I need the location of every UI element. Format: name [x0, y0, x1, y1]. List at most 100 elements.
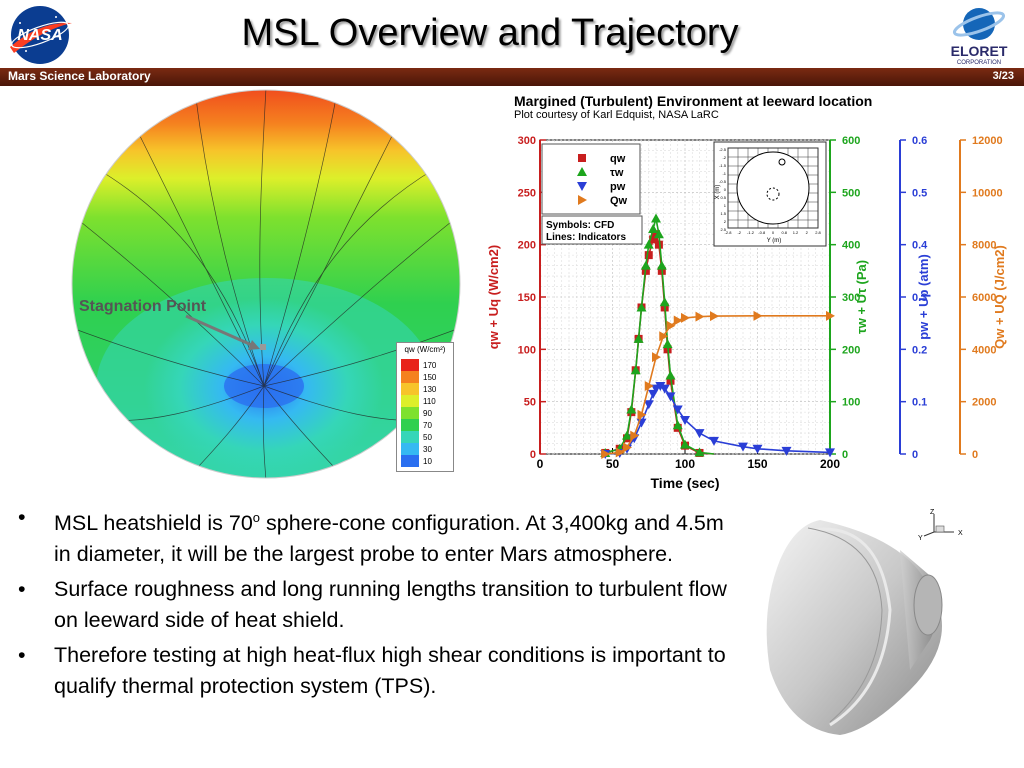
series-point	[709, 436, 719, 446]
inset-axes	[727, 147, 819, 229]
x-tick-label: 0	[537, 457, 544, 471]
bullet-item: Surface roughness and long running lengt…	[18, 574, 734, 636]
inset-y-tick: -2	[722, 155, 726, 160]
series-point	[577, 182, 587, 191]
heatflux-legend-swatch	[401, 431, 419, 443]
heatflux-legend-row: 70	[401, 419, 436, 431]
series-point	[666, 320, 676, 331]
y-tick-label: 300	[842, 292, 860, 304]
series-point	[577, 167, 587, 176]
inset-y-tick: 0.5	[720, 195, 726, 200]
heatflux-legend-row: 170	[401, 359, 436, 371]
heatflux-legend-swatch	[401, 395, 419, 407]
inset-plot: Y (m) X (m) -2.8 -2 -1.2 -0.8 0 0.8 1.2 2 2.8 -2.5 -…	[713, 141, 827, 247]
heatflux-legend-swatch	[401, 443, 419, 455]
eloret-logo-text: ELORET	[951, 43, 1008, 59]
heatflux-legend-row: 150	[401, 371, 436, 383]
inset-x-tick: -1.2	[747, 230, 755, 235]
x-tick-label: 50	[606, 457, 620, 471]
series-point	[623, 442, 632, 453]
series-point	[681, 312, 690, 323]
y-axis-label: qw + Uq (W/cm2)	[486, 245, 501, 349]
y-axis-label: τw + Uτ (Pa)	[854, 260, 869, 334]
nasa-logo: NASA	[4, 3, 76, 67]
series-point	[643, 239, 654, 249]
y-tick-label: 0.2	[912, 344, 927, 356]
trajectory-chart: 0 50 100 150 200 Time (sec) 0 50 100 150 200 250 300…	[486, 128, 1018, 494]
eloret-logo-sub: CORPORATION	[957, 60, 1001, 66]
inset-y-tick: 2.5	[720, 227, 726, 232]
x-tick-label: 150	[747, 457, 767, 471]
series-point	[662, 339, 673, 349]
series-point	[695, 311, 705, 322]
heatflux-legend-swatch	[401, 371, 419, 383]
series-point	[630, 365, 641, 375]
y-tick-label: 400	[842, 240, 860, 252]
series-point	[673, 315, 683, 326]
series-point	[659, 297, 670, 307]
y-tick-label: 0	[842, 449, 848, 461]
inset-y-tick: -2.5	[719, 147, 727, 152]
chart-legend-label: qw	[610, 153, 626, 165]
heatflux-legend-title: qw (W/cm²)	[404, 345, 446, 354]
series-point	[680, 439, 690, 449]
heatflux-legend-value: 90	[423, 408, 432, 418]
series-point	[672, 405, 683, 415]
heatflux-legend-value: 30	[423, 444, 432, 454]
y-tick-label: 100	[518, 344, 536, 356]
series-point	[652, 352, 661, 363]
chart-legend-label: τw	[610, 167, 624, 179]
inset-x-tick: 2.8	[815, 230, 821, 235]
chart-legend-note: Symbols: CFD	[546, 220, 614, 231]
series-point	[626, 404, 637, 414]
series-point	[649, 235, 658, 244]
chart-legend-box	[541, 143, 641, 215]
series-point	[659, 384, 670, 394]
stagnation-arrow	[185, 314, 255, 348]
y-tick-label: 150	[518, 292, 536, 304]
inset-marker	[778, 158, 786, 166]
series-point	[637, 409, 647, 420]
y-tick-label: 50	[524, 397, 536, 409]
axis-z-label: Z	[930, 509, 935, 516]
series-point	[636, 302, 647, 312]
y-tick-label: 0	[912, 449, 918, 461]
y-tick-label: 4000	[972, 344, 996, 356]
chart-legend-note-box	[541, 215, 643, 245]
series-point	[672, 420, 683, 430]
heatflux-legend-swatch	[401, 419, 419, 431]
axis-y-label: Y	[918, 535, 923, 542]
heatflux-legend-value: 10	[423, 456, 432, 466]
heatflux-legend-row: 10	[401, 455, 436, 467]
heatflux-legend-swatch	[401, 455, 419, 467]
inset-circle	[736, 151, 810, 225]
chart-legend-label: Qw	[610, 195, 628, 207]
stagnation-point-label: Stagnation Point	[79, 298, 207, 315]
inset-y-tick: 1.5	[720, 211, 726, 216]
heatflux-legend-row: 130	[401, 383, 436, 395]
bullet-list: MSL heatshield is 70o sphere-cone config…	[14, 502, 734, 706]
series-point	[752, 444, 763, 454]
eloret-logo: ELORET CORPORATION	[938, 4, 1020, 66]
series-point	[652, 230, 660, 239]
y-tick-label: 200	[842, 344, 860, 356]
y-tick-label: 500	[842, 187, 860, 199]
chart-credit: Plot courtesy of Karl Edquist, NASA LaRC	[514, 109, 719, 121]
inset-y-tick: -0.5	[719, 179, 727, 184]
bullet-item: MSL heatshield is 70o sphere-cone config…	[18, 502, 734, 570]
heatflux-legend-value: 110	[423, 396, 436, 406]
heatflux-legend-row: 90	[401, 407, 436, 419]
inset-y-label: X (m)	[715, 185, 721, 200]
series-point	[654, 240, 663, 249]
y-tick-label: 10000	[972, 187, 1003, 199]
series-point	[710, 311, 719, 322]
series-point	[578, 195, 587, 205]
heatflux-legend-swatch	[401, 407, 419, 419]
y-axis-label: pw + Up (atm)	[916, 254, 931, 340]
y-axis-label: Qw + UQ (J/cm2)	[992, 245, 1007, 349]
series-line	[605, 218, 715, 455]
series-point	[578, 154, 586, 162]
heatflux-legend-value: 130	[423, 384, 437, 394]
